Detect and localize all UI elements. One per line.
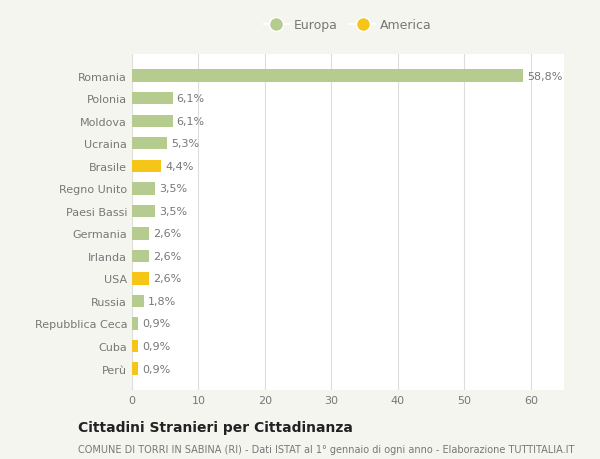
Text: 0,9%: 0,9% <box>142 341 170 351</box>
Bar <box>132 295 144 308</box>
Bar <box>132 340 138 353</box>
Text: 6,1%: 6,1% <box>176 94 205 104</box>
Bar <box>132 228 149 240</box>
Bar <box>132 250 149 263</box>
Text: 2,6%: 2,6% <box>153 229 182 239</box>
Text: 3,5%: 3,5% <box>159 207 187 216</box>
Bar <box>132 205 155 218</box>
Text: 3,5%: 3,5% <box>159 184 187 194</box>
Text: 2,6%: 2,6% <box>153 274 182 284</box>
Bar <box>132 70 523 83</box>
Bar <box>132 183 155 195</box>
Text: 5,3%: 5,3% <box>171 139 199 149</box>
Text: 4,4%: 4,4% <box>165 162 194 171</box>
Bar <box>132 273 149 285</box>
Text: Cittadini Stranieri per Cittadinanza: Cittadini Stranieri per Cittadinanza <box>78 420 353 434</box>
Text: COMUNE DI TORRI IN SABINA (RI) - Dati ISTAT al 1° gennaio di ogni anno - Elabora: COMUNE DI TORRI IN SABINA (RI) - Dati IS… <box>78 444 574 454</box>
Text: 6,1%: 6,1% <box>176 117 205 126</box>
Text: 1,8%: 1,8% <box>148 297 176 306</box>
Legend: Europa, America: Europa, America <box>259 14 437 37</box>
Text: 0,9%: 0,9% <box>142 319 170 329</box>
Bar <box>132 93 173 105</box>
Text: 2,6%: 2,6% <box>153 252 182 261</box>
Bar <box>132 318 138 330</box>
Bar <box>132 363 138 375</box>
Text: 58,8%: 58,8% <box>527 72 562 82</box>
Bar <box>132 115 173 128</box>
Bar <box>132 160 161 173</box>
Bar <box>132 138 167 150</box>
Text: 0,9%: 0,9% <box>142 364 170 374</box>
